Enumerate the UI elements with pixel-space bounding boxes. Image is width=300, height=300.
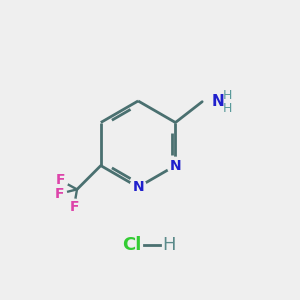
Text: H: H — [163, 236, 176, 254]
Text: F: F — [54, 187, 64, 201]
Circle shape — [167, 157, 184, 174]
Circle shape — [52, 186, 67, 201]
Text: N: N — [132, 180, 144, 194]
Text: F: F — [56, 173, 65, 188]
Circle shape — [53, 173, 68, 188]
Text: Cl: Cl — [122, 236, 142, 254]
Circle shape — [67, 199, 82, 214]
Text: F: F — [69, 200, 79, 214]
Text: N: N — [211, 94, 224, 109]
Text: H: H — [223, 102, 232, 115]
Text: H: H — [223, 89, 232, 102]
Text: N: N — [169, 159, 181, 172]
Circle shape — [210, 94, 225, 110]
Circle shape — [130, 179, 146, 196]
